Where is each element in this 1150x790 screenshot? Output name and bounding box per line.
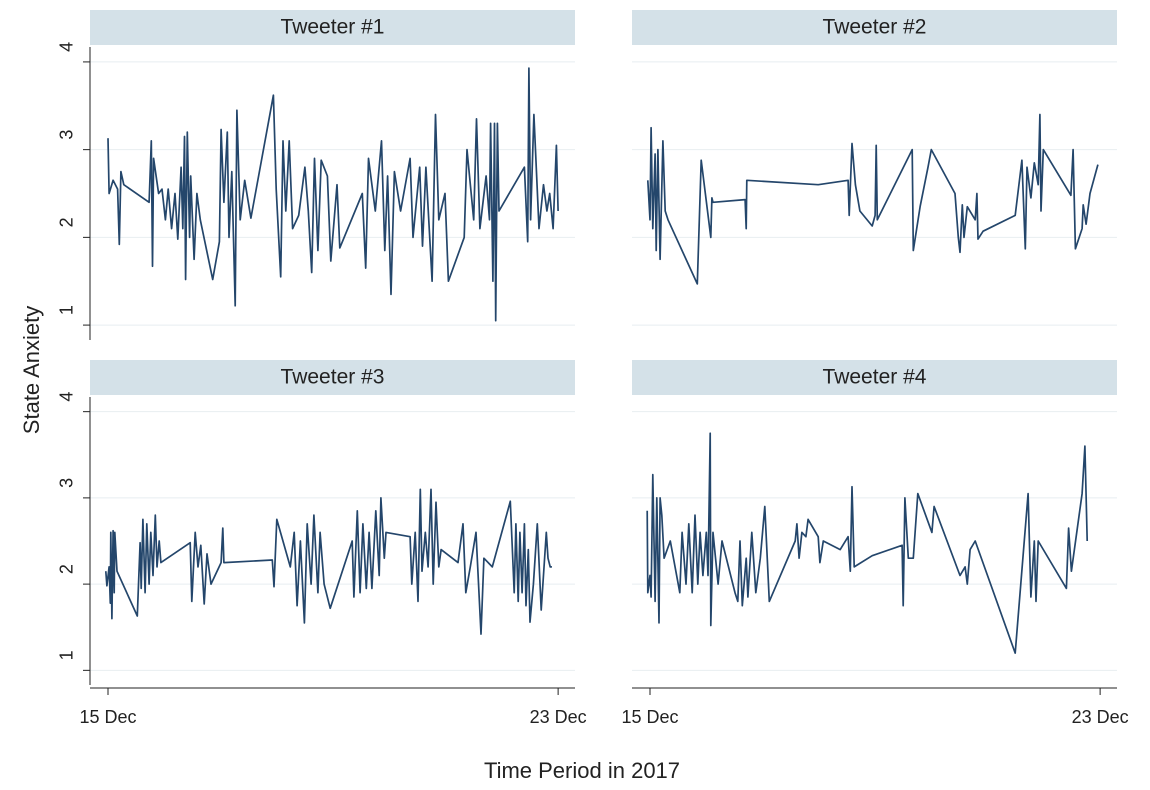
x-axis-label: Time Period in 2017 <box>484 758 680 783</box>
x-tick-label: 15 Dec <box>621 707 678 727</box>
panel-strip <box>632 10 1117 45</box>
y-tick-label: 4 <box>57 42 77 52</box>
panel-title: Tweeter #2 <box>823 16 927 39</box>
x-tick-label: 23 Dec <box>530 707 587 727</box>
data-line <box>104 488 552 635</box>
panel-title: Tweeter #4 <box>823 366 927 389</box>
panel-title: Tweeter #1 <box>281 16 385 39</box>
y-tick-label: 3 <box>57 478 77 488</box>
data-line <box>646 432 1089 654</box>
y-tick-label: 2 <box>57 217 77 227</box>
data-line <box>107 67 559 322</box>
x-tick-label: 15 Dec <box>79 707 136 727</box>
panel-title: Tweeter #3 <box>281 366 385 389</box>
panel-strip <box>90 10 575 45</box>
y-tick-label: 1 <box>57 305 77 315</box>
y-tick-label: 3 <box>57 130 77 140</box>
y-tick-label: 4 <box>57 392 77 402</box>
y-tick-label: 2 <box>57 564 77 574</box>
y-tick-label: 1 <box>57 650 77 660</box>
panel-strip <box>632 360 1117 395</box>
panel-strip <box>90 360 575 395</box>
y-axis-label: State Anxiety <box>19 306 44 434</box>
data-line <box>646 113 1099 285</box>
x-tick-label: 23 Dec <box>1072 707 1129 727</box>
